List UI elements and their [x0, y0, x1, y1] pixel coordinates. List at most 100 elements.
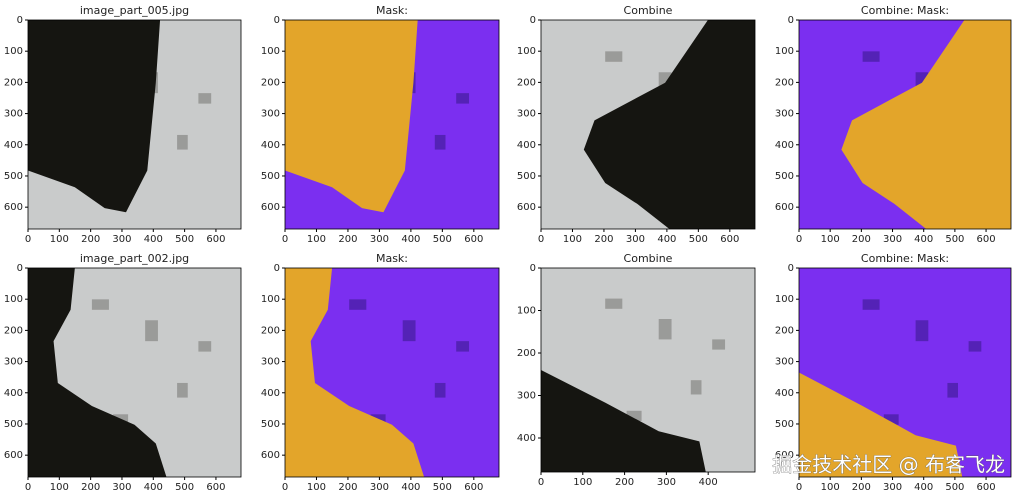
y-tick-label: 400 — [4, 140, 23, 151]
x-tick-label: 200 — [852, 482, 871, 493]
image-detail — [456, 341, 470, 352]
subplot: image_part_002.jpg 0 100 200 300 400 500 600 0 10… — [4, 252, 242, 493]
image-detail — [883, 414, 899, 425]
axes-frame — [27, 267, 242, 478]
image-detail — [862, 51, 880, 62]
image-detail — [915, 320, 929, 342]
subplot-title: Mask: — [376, 252, 408, 265]
y-tick-label: 0 — [17, 15, 23, 26]
y-tick-label: 300 — [517, 109, 536, 120]
y-tick-label: 600 — [4, 202, 23, 213]
image-detail — [198, 341, 212, 352]
y-tick-label: 500 — [775, 419, 794, 430]
water-region — [583, 20, 755, 229]
x-tick-label: 300 — [883, 482, 902, 493]
subplot: Mask: 0 100 200 300 400 500 600 0 100 200 300 400 500… — [261, 4, 500, 245]
subplot: Combine: Mask: 0 100 200 300 400 500 600 0 100 200… — [775, 252, 1012, 493]
y-tick-label: 300 — [775, 109, 794, 120]
x-tick-label: 200 — [594, 234, 613, 245]
x-tick-label: 500 — [689, 234, 708, 245]
y-tick-label: 100 — [775, 294, 794, 305]
y-tick-label: 600 — [517, 202, 536, 213]
y-tick-label: 0 — [530, 15, 536, 26]
x-tick-label: 600 — [977, 482, 996, 493]
y-tick-label: 600 — [4, 450, 23, 461]
x-tick-label: 100 — [563, 234, 582, 245]
x-tick-label: 300 — [883, 234, 902, 245]
y-tick-label: 400 — [775, 388, 794, 399]
axes-frame — [284, 267, 500, 478]
y-tick-label: 400 — [4, 388, 23, 399]
y-tick-label: 500 — [4, 171, 23, 182]
y-tick-label: 200 — [4, 77, 23, 88]
image-detail — [626, 410, 642, 421]
x-tick-label: 200 — [81, 482, 100, 493]
axes-frame — [27, 19, 242, 230]
y-tick-label: 600 — [261, 202, 280, 213]
x-tick-label: 0 — [538, 477, 544, 488]
x-tick-label: 400 — [914, 482, 933, 493]
y-tick-label: 500 — [261, 419, 280, 430]
y-tick-label: 100 — [517, 306, 536, 317]
water-region — [28, 20, 161, 213]
y-tick-label: 500 — [517, 171, 536, 182]
x-tick-label: 400 — [699, 477, 718, 488]
image-detail — [434, 382, 446, 398]
water-region — [541, 370, 706, 472]
x-tick-label: 400 — [144, 234, 163, 245]
y-tick-label: 300 — [261, 109, 280, 120]
y-tick-label: 100 — [4, 46, 23, 57]
watermark: 掘金技术社区 @ 布客飞龙 — [772, 453, 1005, 477]
water-region — [28, 268, 167, 477]
x-tick-label: 100 — [307, 234, 326, 245]
x-tick-label: 400 — [401, 482, 420, 493]
subplot-title: Combine: Mask: — [861, 252, 949, 265]
y-tick-label: 500 — [4, 419, 23, 430]
subplot: image_part_005.jpg 0 100 200 300 400 500 600 0 10… — [4, 4, 242, 245]
y-tick-label: 200 — [261, 325, 280, 336]
y-tick-label: 400 — [261, 140, 280, 151]
water-region — [285, 268, 425, 477]
y-tick-label: 200 — [517, 77, 536, 88]
x-tick-label: 600 — [464, 234, 483, 245]
x-tick-label: 0 — [538, 234, 544, 245]
x-tick-label: 0 — [25, 482, 31, 493]
y-tick-label: 100 — [775, 46, 794, 57]
subplot: Mask: 0 100 200 300 400 500 600 0 100 200 300 400 500… — [261, 252, 500, 493]
y-tick-label: 200 — [4, 325, 23, 336]
subplot-title: image_part_002.jpg — [80, 252, 189, 265]
y-tick-label: 100 — [261, 46, 280, 57]
x-tick-label: 0 — [282, 234, 288, 245]
x-tick-label: 500 — [945, 234, 964, 245]
image-detail — [349, 299, 367, 310]
x-tick-label: 500 — [175, 482, 194, 493]
y-tick-label: 300 — [4, 109, 23, 120]
x-tick-label: 0 — [25, 234, 31, 245]
subplot-title: Combine — [624, 4, 673, 17]
y-tick-label: 0 — [788, 263, 794, 274]
y-tick-label: 400 — [517, 140, 536, 151]
x-tick-label: 500 — [945, 482, 964, 493]
y-tick-label: 0 — [17, 263, 23, 274]
x-tick-label: 0 — [796, 482, 802, 493]
y-tick-label: 400 — [775, 140, 794, 151]
x-tick-label: 0 — [282, 482, 288, 493]
x-tick-label: 300 — [657, 477, 676, 488]
x-tick-label: 300 — [370, 482, 389, 493]
y-tick-label: 200 — [775, 77, 794, 88]
x-tick-label: 200 — [81, 234, 100, 245]
x-tick-label: 100 — [50, 482, 69, 493]
x-tick-label: 0 — [796, 234, 802, 245]
x-tick-label: 200 — [615, 477, 634, 488]
y-tick-label: 100 — [261, 294, 280, 305]
y-tick-label: 400 — [261, 388, 280, 399]
y-tick-label: 500 — [775, 171, 794, 182]
image-detail — [968, 341, 982, 352]
y-tick-label: 0 — [274, 263, 280, 274]
x-tick-label: 500 — [433, 482, 452, 493]
y-tick-label: 200 — [517, 348, 536, 359]
x-tick-label: 400 — [657, 234, 676, 245]
x-tick-label: 600 — [977, 234, 996, 245]
x-tick-label: 100 — [50, 234, 69, 245]
